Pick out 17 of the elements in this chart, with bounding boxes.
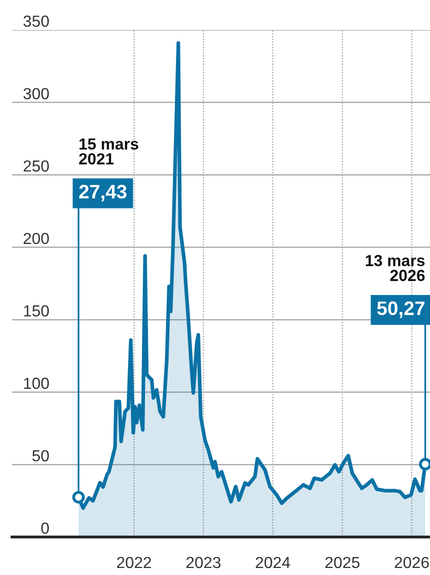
annotation: 27,43 bbox=[79, 184, 126, 202]
y-tick-label: 300 bbox=[23, 88, 49, 100]
y-tick-label: 50 bbox=[32, 450, 49, 462]
annotation: 50,27 bbox=[377, 301, 424, 318]
x-tick-label: 2026 bbox=[394, 556, 429, 568]
annotation: 13 mars 2026 bbox=[366, 254, 425, 282]
x-tick-label: 2025 bbox=[325, 556, 360, 568]
x-tick-label: 2023 bbox=[186, 556, 220, 568]
x-tick-label: 2024 bbox=[256, 556, 290, 568]
y-tick-label: 200 bbox=[24, 232, 49, 244]
y-tick-label: 100 bbox=[24, 378, 49, 389]
y-tick-label: 350 bbox=[23, 16, 49, 27]
x-tick-label: 2022 bbox=[117, 556, 151, 568]
y-tick-label: 150 bbox=[24, 305, 49, 317]
y-tick-label: 250 bbox=[24, 160, 49, 172]
annotation: 15 mars 2021 bbox=[79, 138, 138, 164]
y-tick-label: 0 bbox=[41, 522, 49, 534]
